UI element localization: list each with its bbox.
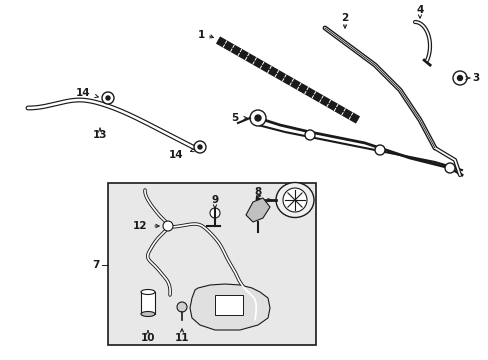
Circle shape xyxy=(106,96,110,100)
Circle shape xyxy=(163,221,173,231)
Text: 4: 4 xyxy=(415,5,423,15)
Text: 2: 2 xyxy=(341,13,348,23)
Circle shape xyxy=(194,141,205,153)
Text: 8: 8 xyxy=(254,187,261,197)
Circle shape xyxy=(249,110,265,126)
Ellipse shape xyxy=(275,183,313,217)
Text: 10: 10 xyxy=(141,333,155,343)
Text: 11: 11 xyxy=(174,333,189,343)
Text: 13: 13 xyxy=(93,130,107,140)
Circle shape xyxy=(457,76,462,81)
Text: 14: 14 xyxy=(75,88,90,98)
Bar xyxy=(108,183,315,345)
Bar xyxy=(215,295,243,315)
Circle shape xyxy=(444,163,454,173)
Ellipse shape xyxy=(141,311,155,316)
Circle shape xyxy=(198,145,202,149)
Text: 6: 6 xyxy=(254,195,262,205)
Bar xyxy=(141,292,155,314)
Circle shape xyxy=(177,302,186,312)
Circle shape xyxy=(305,130,314,140)
Circle shape xyxy=(452,71,466,85)
Text: 14: 14 xyxy=(168,150,183,160)
Text: 5: 5 xyxy=(230,113,238,123)
Text: 9: 9 xyxy=(211,195,218,205)
Circle shape xyxy=(209,208,220,218)
Ellipse shape xyxy=(141,289,155,294)
Polygon shape xyxy=(245,198,269,222)
Circle shape xyxy=(283,188,306,212)
Text: 12: 12 xyxy=(132,221,147,231)
Circle shape xyxy=(254,115,261,121)
Text: 1: 1 xyxy=(197,30,204,40)
Text: 7: 7 xyxy=(92,260,100,270)
Polygon shape xyxy=(190,284,269,330)
Circle shape xyxy=(102,92,114,104)
Text: 3: 3 xyxy=(472,73,479,83)
Circle shape xyxy=(374,145,384,155)
